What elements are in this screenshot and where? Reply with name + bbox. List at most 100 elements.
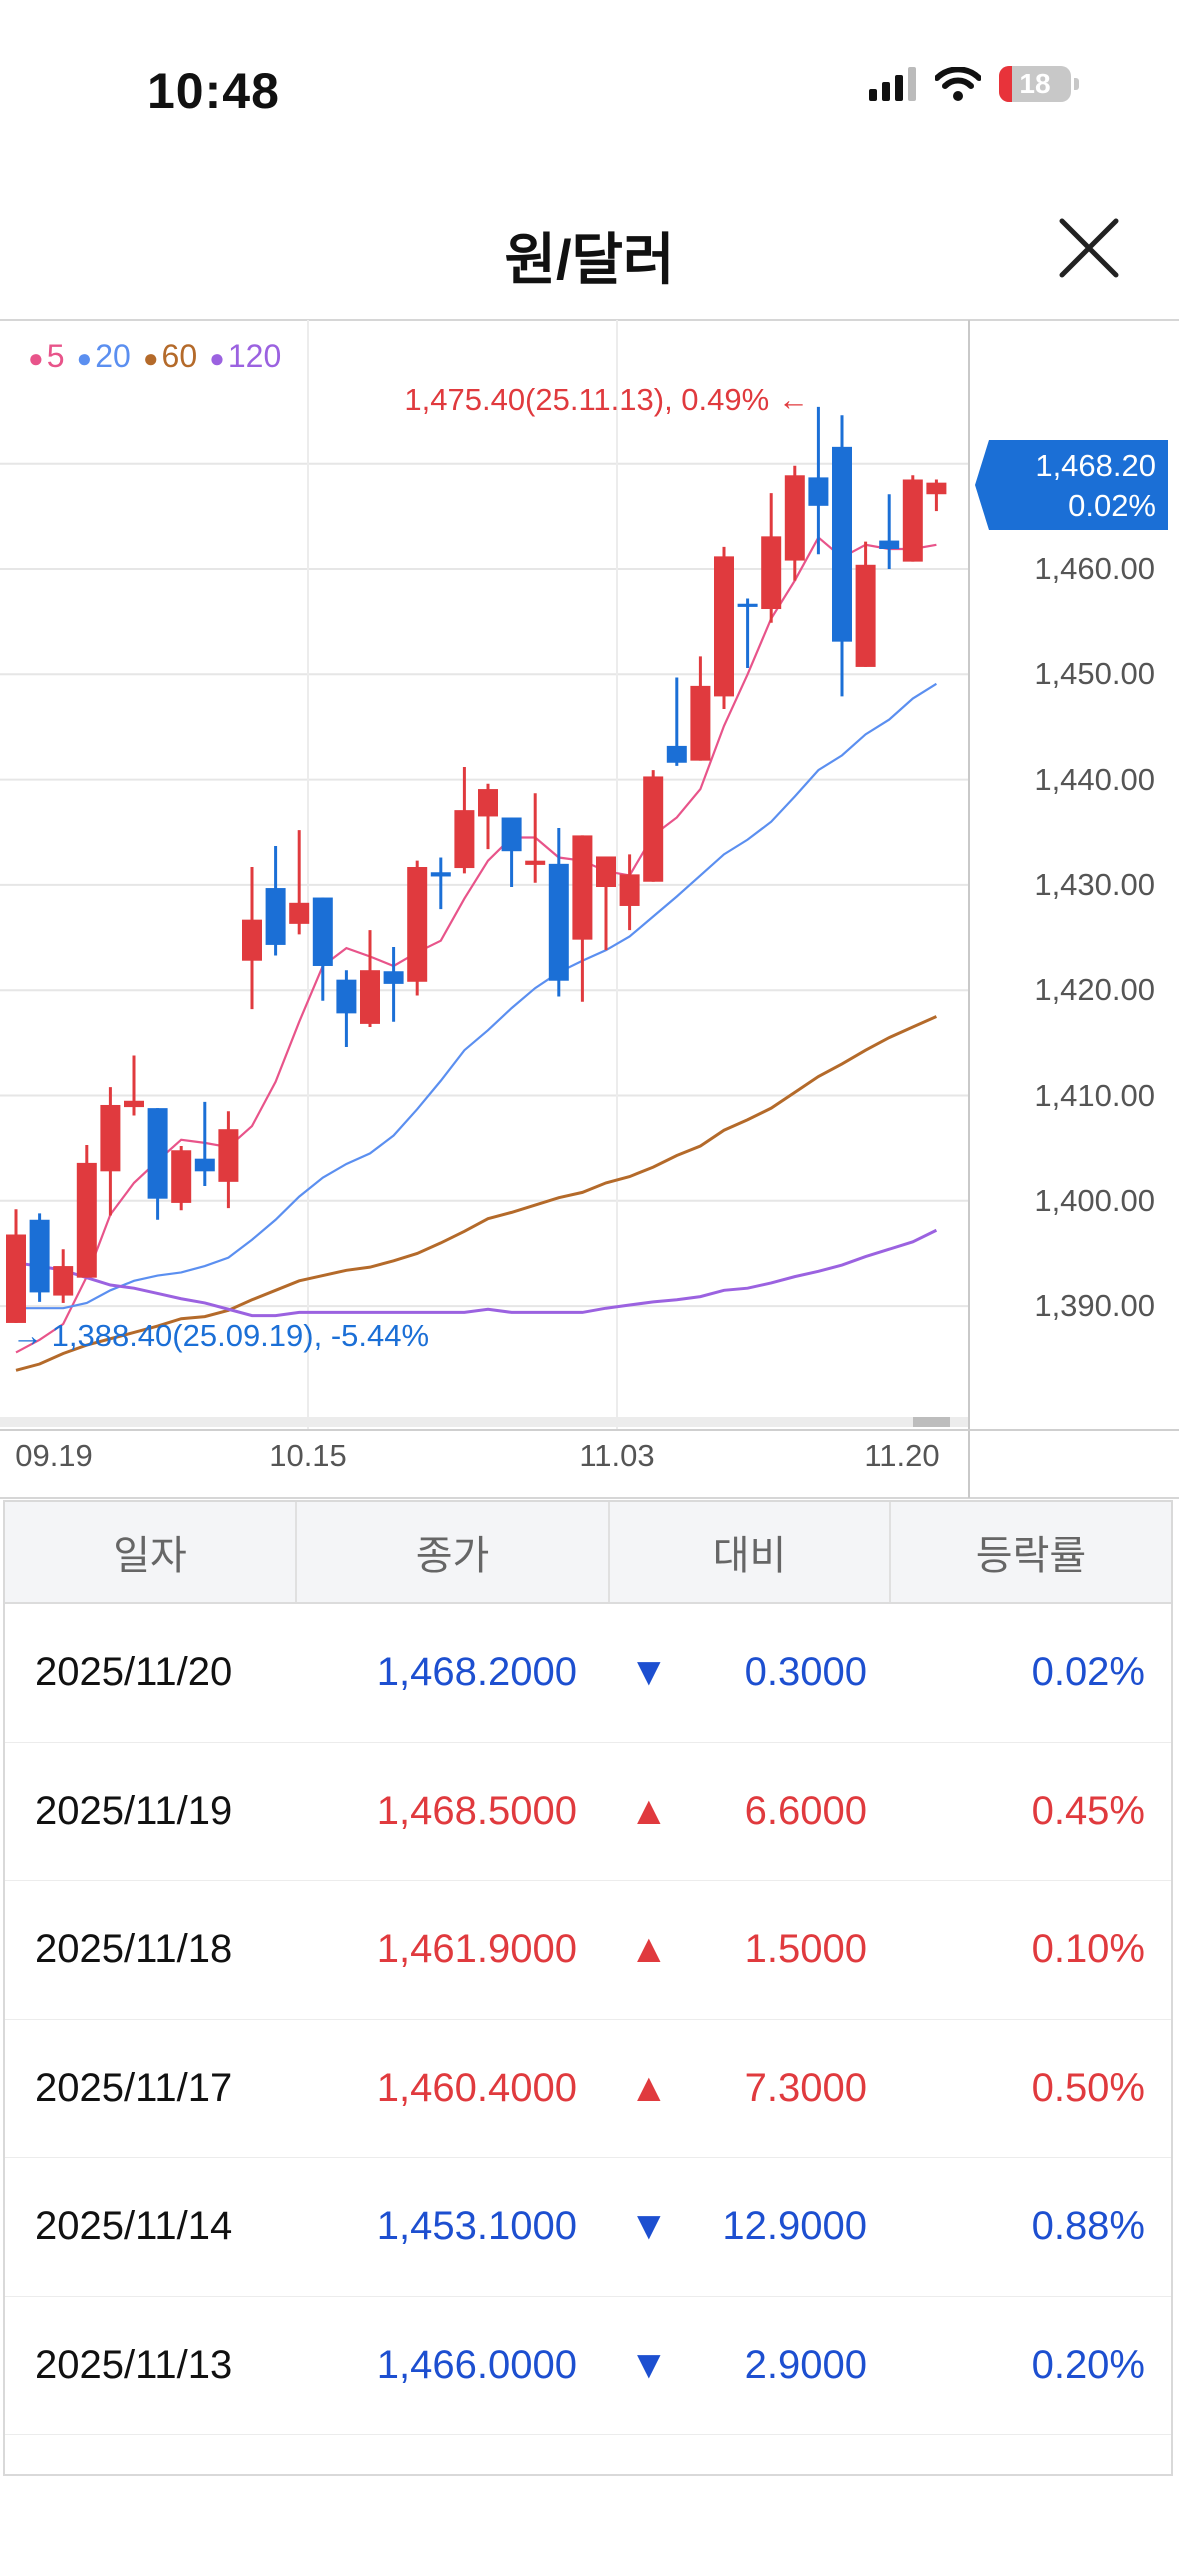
candle[interactable] xyxy=(548,828,569,997)
candle-body xyxy=(265,888,286,945)
battery-level: 18 xyxy=(1019,68,1051,99)
table-row[interactable]: 2025/11/20 1,468.2000 ▼ 0.3000 0.02% xyxy=(5,1604,1171,1743)
scrollbar-thumb[interactable] xyxy=(913,1417,950,1427)
candle-body xyxy=(619,874,640,906)
candle[interactable] xyxy=(690,656,711,761)
candle[interactable] xyxy=(808,406,829,555)
candle-body xyxy=(53,1266,74,1296)
row-change-rate: 0.50% xyxy=(1031,2065,1145,2110)
legend-item-ma5: ●5 xyxy=(28,338,65,375)
candle-body xyxy=(784,475,805,561)
row-close: 1,466.0000 xyxy=(376,2342,577,2387)
candle-body xyxy=(171,1150,192,1203)
candle[interactable] xyxy=(832,415,852,697)
current-change-pct: 0.02% xyxy=(1068,488,1156,523)
candle-body xyxy=(926,482,947,495)
table-row[interactable]: 2025/11/14 1,453.1000 ▼ 12.9000 0.88% xyxy=(5,2158,1171,2297)
candle[interactable] xyxy=(737,598,758,668)
ma-legend: ●5 ●20 ●60 ●120 xyxy=(28,338,281,375)
table-row[interactable]: 2025/11/13 1,466.0000 ▼ 2.9000 0.20% xyxy=(5,2297,1171,2435)
candle-body xyxy=(312,897,333,966)
row-change-value: 12.9000 xyxy=(722,2204,867,2249)
row-change-value: 0.3000 xyxy=(744,1650,867,1695)
candle[interactable] xyxy=(501,817,522,888)
row-change-rate: 0.88% xyxy=(1031,2204,1145,2249)
candle[interactable] xyxy=(29,1213,50,1302)
table-header: 일자 종가 대비 등락률 xyxy=(5,1502,1171,1604)
candle-body xyxy=(76,1162,97,1278)
candle[interactable] xyxy=(194,1101,215,1187)
header-close[interactable]: 종가 xyxy=(297,1502,610,1602)
candle[interactable] xyxy=(454,766,475,874)
candle[interactable] xyxy=(147,1108,168,1220)
candle[interactable] xyxy=(407,860,428,996)
candle[interactable] xyxy=(265,845,286,956)
candle[interactable] xyxy=(879,494,900,569)
candle-body xyxy=(430,872,451,877)
ma20-line xyxy=(16,682,937,1310)
scrollbar-track[interactable] xyxy=(0,1417,968,1427)
candle-body xyxy=(478,789,498,817)
candle[interactable] xyxy=(926,479,947,512)
candle[interactable] xyxy=(761,493,782,623)
candle[interactable] xyxy=(855,541,876,667)
candle[interactable] xyxy=(902,475,923,562)
candle[interactable] xyxy=(289,830,310,935)
x-axis-divider xyxy=(0,1429,1179,1431)
y-tick-label: 1,400.00 xyxy=(1034,1182,1155,1218)
row-date: 2025/11/20 xyxy=(35,1650,233,1695)
candle[interactable] xyxy=(242,866,262,1010)
x-tick-label: 11.03 xyxy=(579,1438,655,1473)
header-change[interactable]: 대비 xyxy=(610,1502,891,1602)
candle[interactable] xyxy=(430,857,451,910)
legend-item-ma20: ●20 xyxy=(77,338,131,375)
ma5-line xyxy=(15,535,937,1354)
candle[interactable] xyxy=(478,783,498,850)
row-date: 2025/11/13 xyxy=(35,2342,233,2387)
candle[interactable] xyxy=(714,546,734,710)
candle-body xyxy=(666,745,687,763)
candle[interactable] xyxy=(596,856,616,951)
candle[interactable] xyxy=(124,1055,144,1116)
candle[interactable] xyxy=(643,770,664,882)
min-price-marker: → 1,388.40(25.09.19), -5.44% xyxy=(12,1318,430,1353)
candle[interactable] xyxy=(572,835,593,1002)
row-change-value: 1.5000 xyxy=(744,1927,867,1972)
table-row[interactable]: 2025/11/17 1,460.4000 ▲ 7.3000 0.50% xyxy=(5,2020,1171,2158)
candle-body xyxy=(124,1100,144,1108)
candle[interactable] xyxy=(171,1146,192,1211)
candle[interactable] xyxy=(76,1144,97,1278)
candle[interactable] xyxy=(360,930,380,1028)
candle-body xyxy=(242,919,262,961)
header-date[interactable]: 일자 xyxy=(5,1502,297,1602)
row-date: 2025/11/17 xyxy=(35,2065,233,2110)
table-row[interactable]: 2025/11/19 1,468.5000 ▲ 6.6000 0.45% xyxy=(5,1743,1171,1881)
table-row[interactable]: 2025/11/18 1,461.9000 ▲ 1.5000 0.10% xyxy=(5,1881,1171,2020)
legend-dot-icon: ● xyxy=(142,343,159,373)
row-change: ▼ 0.3000 xyxy=(577,1650,867,1695)
candle[interactable] xyxy=(383,947,404,1022)
candle[interactable] xyxy=(6,1209,26,1323)
candle-body xyxy=(407,866,428,982)
candle[interactable] xyxy=(53,1249,74,1303)
candle-body xyxy=(832,446,852,642)
legend-dot-icon: ● xyxy=(76,343,93,373)
candle[interactable] xyxy=(666,677,687,766)
triangle-up-icon: ▲ xyxy=(629,1788,669,1833)
candle-body xyxy=(336,979,357,1014)
y-tick-label: 1,450.00 xyxy=(1034,656,1155,692)
header-change-rate[interactable]: 등락률 xyxy=(975,1534,1087,1578)
candlestick-chart[interactable] xyxy=(0,320,968,1429)
candle[interactable] xyxy=(218,1111,239,1209)
row-close: 1,460.4000 xyxy=(376,2065,577,2110)
candle[interactable] xyxy=(336,970,357,1048)
cellular-signal-icon xyxy=(869,67,916,101)
close-button[interactable] xyxy=(1058,217,1120,279)
candle[interactable] xyxy=(100,1087,121,1216)
candle[interactable] xyxy=(784,465,805,581)
y-axis-divider xyxy=(968,320,970,1498)
row-change: ▼ 2.9000 xyxy=(577,2343,867,2388)
candle[interactable] xyxy=(312,897,333,1001)
candle[interactable] xyxy=(525,793,546,883)
candle[interactable] xyxy=(619,854,640,931)
